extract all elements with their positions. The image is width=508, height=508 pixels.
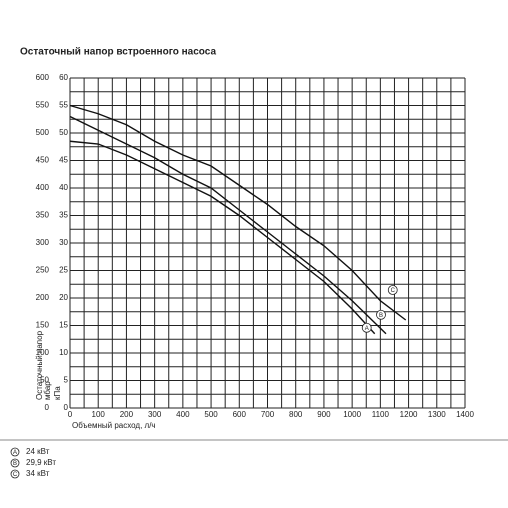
y-tick-label: 0 — [45, 403, 50, 412]
y-tick-label: 550 — [36, 101, 50, 110]
y-tick-label: 150 — [36, 321, 50, 330]
y2-tick-label: 0 — [64, 403, 69, 412]
curve — [69, 115, 387, 335]
y2-tick-label: 35 — [59, 211, 68, 220]
legend-label: 34 кВт — [26, 469, 50, 478]
y2-tick-label: 20 — [59, 293, 68, 302]
y-tick-label: 450 — [36, 156, 50, 165]
curve-marker-circle — [387, 285, 398, 295]
y-axis-unit: мбар — [43, 381, 52, 400]
x-tick-label: 500 — [204, 410, 218, 419]
y2-tick-label: 55 — [59, 101, 68, 110]
y-tick-label: 600 — [36, 73, 50, 82]
curve-marker: A — [365, 326, 369, 332]
x-tick-label: 0 — [68, 410, 73, 419]
y2-tick-label: 45 — [59, 156, 68, 165]
y-tick-label: 100 — [36, 348, 50, 357]
x-tick-label: 1300 — [428, 410, 446, 419]
y-tick-label: 200 — [36, 293, 50, 302]
y2-tick-label: 25 — [59, 266, 68, 275]
x-tick-label: 1200 — [400, 410, 418, 419]
legend-marker: B — [13, 461, 17, 467]
y2-tick-label: 15 — [59, 321, 68, 330]
legend-marker: A — [13, 450, 17, 456]
x-axis-label: Объемный расход, л/ч — [72, 421, 156, 430]
x-tick-label: 600 — [233, 410, 247, 419]
y2-tick-label: 30 — [59, 238, 68, 247]
curve — [69, 140, 376, 335]
legend-label: 29,9 кВт — [26, 458, 56, 467]
x-tick-label: 800 — [289, 410, 303, 419]
legend-marker-circle — [10, 447, 20, 457]
x-tick-label: 400 — [176, 410, 190, 419]
legend-label: 24 кВт — [26, 447, 50, 456]
y2-tick-label: 60 — [59, 73, 68, 82]
y-tick-label: 50 — [40, 376, 49, 385]
x-tick-label: 200 — [120, 410, 134, 419]
legend-marker-circle — [10, 458, 20, 468]
y2-axis-unit: кПа — [53, 386, 62, 400]
y2-tick-label: 5 — [64, 376, 69, 385]
y2-tick-label: 50 — [59, 128, 68, 137]
legend-marker-circle — [10, 469, 20, 479]
x-tick-label: 900 — [317, 410, 331, 419]
y-tick-label: 300 — [36, 238, 50, 247]
y-tick-label: 400 — [36, 183, 50, 192]
x-tick-label: 100 — [92, 410, 106, 419]
x-tick-label: 1400 — [456, 410, 474, 419]
x-tick-label: 1000 — [343, 410, 361, 419]
chart-title: Остаточный напор встроенного насоса — [20, 47, 216, 58]
curve-marker-circle — [361, 322, 372, 333]
curve — [69, 104, 407, 321]
y-tick-label: 500 — [36, 128, 50, 137]
y2-tick-label: 40 — [59, 183, 68, 192]
y2-tick-label: 10 — [59, 348, 68, 357]
curve-marker: C — [391, 288, 396, 294]
y-tick-label: 250 — [36, 266, 50, 275]
curve-marker: B — [379, 313, 383, 319]
y-axis-label: Остаточный напор — [35, 330, 44, 400]
x-tick-label: 1100 — [372, 410, 390, 419]
y-tick-label: 350 — [36, 211, 50, 220]
legend-marker: C — [13, 472, 18, 478]
x-tick-label: 300 — [148, 410, 162, 419]
x-tick-label: 700 — [261, 410, 275, 419]
curve-marker-circle — [376, 309, 386, 320]
